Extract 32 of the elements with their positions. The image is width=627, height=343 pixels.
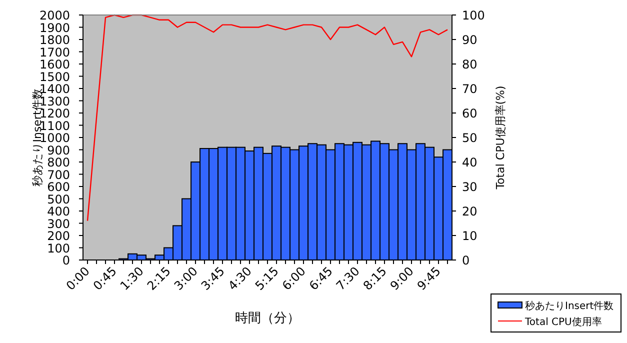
y2-tick-label: 0 — [462, 254, 470, 268]
y2-tick-label: 80 — [462, 58, 478, 72]
y-tick-label: 700 — [47, 168, 70, 182]
y2-tick-label: 90 — [462, 33, 478, 47]
y-tick-label: 1900 — [39, 20, 70, 35]
y-tick-label: 0 — [62, 254, 70, 268]
y-tick-label: 1600 — [39, 58, 70, 72]
y-tick-label: 1800 — [39, 33, 70, 47]
x-axis-title: 時間（分） — [235, 311, 300, 326]
y-tick-label: 1700 — [39, 45, 70, 60]
y2-tick-label: 70 — [462, 82, 478, 96]
y2-tick-label: 40 — [462, 156, 478, 170]
y-tick-label: 200 — [47, 229, 70, 243]
y2-tick-label: 100 — [462, 8, 485, 22]
legend-label: 秒あたりInsert件数 — [525, 300, 614, 312]
y2-tick-label: 30 — [462, 180, 478, 194]
y-tick-label: 500 — [47, 192, 70, 206]
y2-tick-label: 10 — [462, 229, 478, 243]
y-tick-label: 800 — [47, 156, 70, 170]
y2-tick-label: 60 — [462, 106, 478, 120]
y2-tick-label: 50 — [462, 131, 478, 145]
y2-tick-label: 20 — [462, 204, 478, 218]
y2-axis-title: Total CPU使用率(%) — [494, 86, 507, 190]
y-tick-label: 600 — [47, 180, 70, 194]
y-tick-label: 1500 — [39, 70, 70, 84]
y-tick-label: 100 — [47, 241, 70, 256]
line-series — [86, 14, 448, 222]
y-tick-label: 900 — [47, 143, 70, 158]
y-tick-label: 400 — [47, 204, 70, 218]
y-tick-label: 2000 — [39, 8, 70, 22]
y-tick-label: 300 — [47, 216, 70, 231]
legend-label: Total CPU使用率 — [524, 316, 602, 328]
